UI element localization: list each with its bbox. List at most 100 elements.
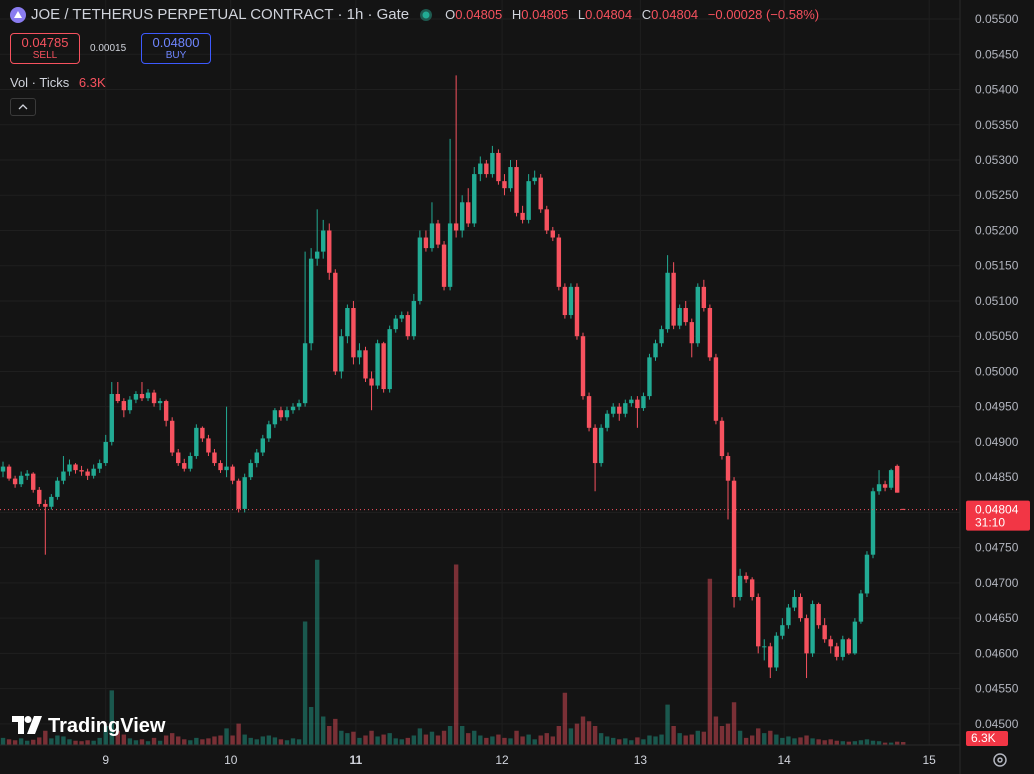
x-tick-label: 10 (224, 753, 238, 767)
candle-body (24, 473, 30, 476)
candle-body (508, 167, 513, 189)
candle-body (399, 315, 404, 319)
candle-body (278, 410, 284, 418)
candle-body (357, 350, 362, 358)
watermark-logo (12, 716, 42, 734)
volume-bar (411, 735, 417, 745)
candle-body (61, 471, 66, 481)
volume-bar (580, 716, 586, 745)
volume-bar (133, 740, 139, 745)
y-tick-label: 0.04650 (975, 611, 1019, 625)
y-tick-label: 0.04500 (975, 717, 1019, 731)
candle-body (635, 399, 640, 409)
candle-body (810, 604, 815, 654)
x-tick-label: 13 (634, 753, 648, 767)
volume-bar (224, 728, 229, 745)
y-tick-label: 0.05350 (975, 118, 1019, 132)
candle-body (369, 378, 374, 386)
candle-body (466, 202, 471, 224)
volume-bar (677, 733, 682, 745)
candle-body (568, 286, 574, 316)
symbol-title[interactable]: JOE / TETHERUS PERPETUAL CONTRACT · 1h ·… (31, 6, 410, 23)
candle-body (435, 223, 441, 245)
candle-body (37, 489, 42, 504)
symbol-logo (10, 6, 26, 23)
candle-body (550, 230, 556, 238)
volume-bar (73, 740, 78, 745)
volume-bar (749, 735, 755, 745)
volume-bar (284, 740, 290, 745)
volume-bar (423, 734, 429, 745)
candle-body (441, 244, 447, 287)
candle-body (290, 406, 296, 411)
volume-bar (115, 730, 121, 745)
volume-bar (290, 738, 296, 745)
volume-bar (562, 692, 568, 745)
volume-bar (822, 740, 827, 745)
candle-body (544, 209, 549, 231)
y-tick-label: 0.05050 (975, 329, 1019, 343)
candle-body (502, 181, 507, 189)
grid (0, 0, 960, 745)
candle-body (858, 593, 864, 622)
candle-body (139, 393, 145, 399)
settings-icon[interactable] (993, 753, 1007, 767)
volume-bar (864, 739, 870, 745)
ohlc-legend: O0.04805 H0.04805 L0.04804 C0.04804 −0.0… (439, 7, 819, 22)
volume-bar (756, 728, 761, 745)
candle-body (423, 237, 429, 249)
candle-body (453, 223, 459, 231)
candle-body (393, 318, 398, 330)
candle-body (157, 401, 163, 404)
last-price-tag (966, 500, 1030, 531)
candle-body (296, 403, 302, 407)
candle-body (145, 392, 151, 399)
candle-body (586, 396, 592, 428)
candle-body (188, 456, 193, 469)
buy-button[interactable]: 0.04800 BUY (141, 33, 211, 64)
volume-bar (695, 730, 700, 745)
sell-button[interactable]: 0.04785 SELL (10, 33, 80, 64)
candle-body (665, 272, 670, 330)
candle-body (163, 401, 169, 421)
candle-body (725, 456, 731, 481)
candle-body (701, 286, 707, 309)
volume-bar (278, 739, 284, 745)
volume-bar (85, 740, 90, 745)
volume-bar (272, 737, 278, 745)
candle-body (786, 607, 791, 626)
volume-bar (327, 726, 332, 745)
volume-bar (139, 739, 145, 745)
candle-body (611, 406, 616, 414)
volume-bar (635, 737, 640, 745)
ohlc-value: 0.04805 (521, 7, 569, 22)
volume-bar (212, 736, 217, 745)
candle-body (302, 343, 308, 404)
volume-bar (725, 723, 731, 745)
volume-bar (55, 735, 60, 745)
candle-body (459, 202, 465, 231)
volume-bar (846, 741, 852, 745)
candle-body (0, 466, 6, 472)
volume-bar (91, 740, 96, 745)
volume-bar (169, 733, 175, 745)
volume-bar (466, 733, 471, 745)
sell-price: 0.04785 (21, 35, 69, 50)
candle-body (574, 286, 580, 337)
volume-bar (689, 734, 694, 745)
volume-bar (435, 735, 441, 745)
candle-body (780, 625, 785, 636)
volume-bar (97, 737, 102, 745)
candle-body (73, 464, 78, 471)
y-tick-label: 0.05150 (975, 259, 1019, 273)
candle-body (713, 357, 719, 421)
volume-bar (296, 739, 302, 745)
candle-body (115, 393, 121, 402)
candle-body (478, 163, 483, 175)
collapse-button[interactable] (10, 98, 36, 116)
volume-bar (774, 734, 779, 745)
collapse-icon (18, 104, 28, 110)
candle-body (774, 635, 779, 668)
volume-bar (429, 731, 435, 745)
